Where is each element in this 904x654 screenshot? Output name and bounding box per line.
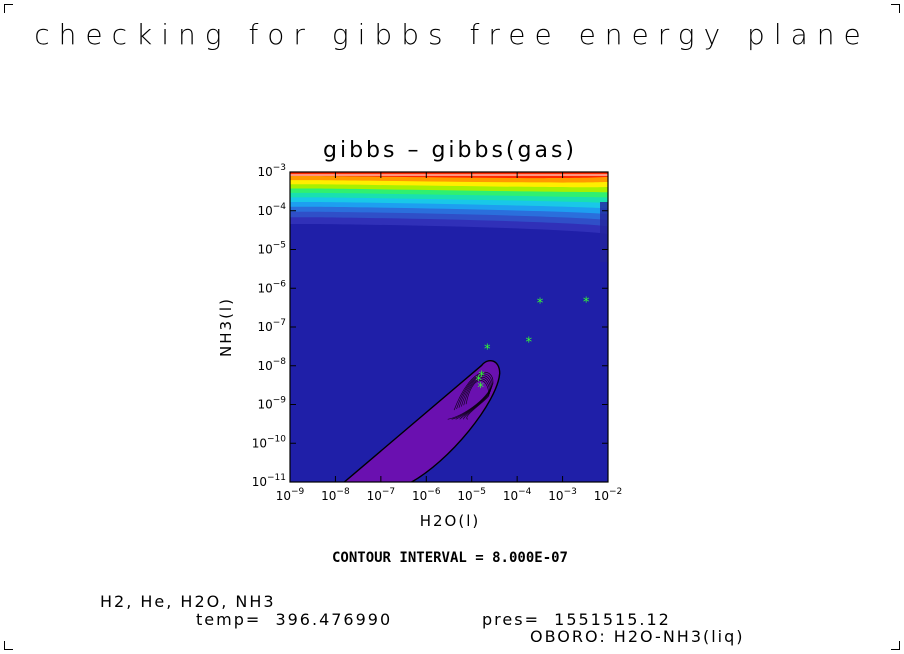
x-tick-label: 10−2 [594,487,623,503]
model-code: OBORO: H2O-NH3(liq) [530,627,745,646]
y-tick-label: 10−9 [257,396,286,412]
y-tick-label: 10−11 [252,473,286,489]
temperature-readout: temp= 396.476990 [196,610,393,629]
y-axis-label: NH3(l) [217,297,235,357]
x-tick-label: 10−8 [321,487,350,503]
pressure-readout: pres= 1551515.12 [482,610,671,629]
corner-mark [4,641,13,650]
x-tick-label: 10−4 [503,487,532,503]
data-point: * [477,381,485,396]
corner-mark [891,641,900,650]
contour-bands [290,172,608,262]
x-tick-label: 10−7 [367,487,396,503]
species-list: H2, He, H2O, NH3 [100,592,276,611]
contour-basin [343,359,501,482]
data-point: * [536,297,544,312]
page-title: checking for gibbs free energy plane [34,18,870,51]
contour-band [600,202,608,262]
plot-area: **** ** * [289,171,609,483]
x-tick-label: 10−5 [457,487,486,503]
contour-line [465,380,490,420]
data-point: * [483,342,491,357]
contour-basin-fill [343,359,501,482]
contour-line [459,376,491,420]
contour-interval-label: CONTOUR INTERVAL = 8.000E-07 [331,550,568,566]
x-tick-label: 10−6 [412,487,441,503]
x-tick-label: 10−9 [276,487,305,503]
chart-title: gibbs – gibbs(gas) [323,138,577,163]
data-point: * [478,369,486,384]
data-point: * [525,335,533,350]
corner-mark [891,4,900,13]
data-point: * [475,374,483,389]
contour-line [463,378,491,420]
x-axis-label: H2O(l) [419,512,481,530]
y-tick-label: 10−3 [257,163,286,179]
y-tick-label: 10−10 [252,434,287,450]
x-tick-label: 10−3 [548,487,577,503]
y-tick-label: 10−5 [257,241,286,257]
y-tick-label: 10−7 [257,318,286,334]
data-point: * [582,296,590,311]
y-tick-label: 10−8 [257,357,286,373]
y-tick-label: 10−6 [257,279,286,295]
y-tick-label: 10−4 [257,202,286,218]
corner-mark [4,4,13,13]
